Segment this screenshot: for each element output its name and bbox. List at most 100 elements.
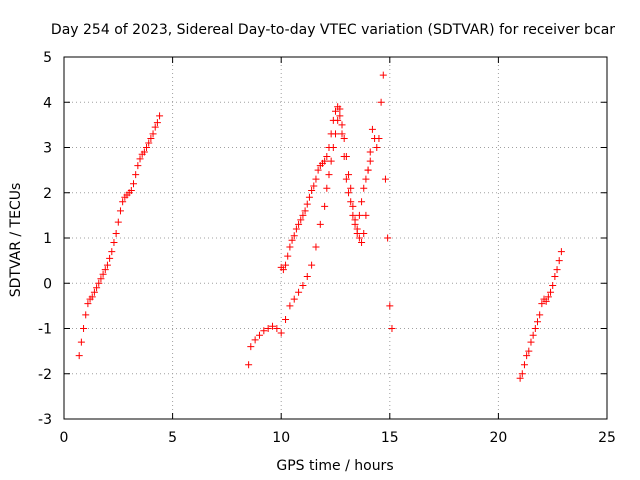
data-point bbox=[147, 134, 155, 142]
data-point bbox=[149, 130, 157, 138]
data-point bbox=[110, 239, 118, 247]
data-point bbox=[130, 180, 138, 188]
data-point bbox=[310, 182, 318, 190]
data-points bbox=[75, 71, 565, 382]
data-point bbox=[338, 121, 346, 129]
y-tick-label: 2 bbox=[43, 186, 52, 202]
data-point bbox=[368, 125, 376, 133]
data-point bbox=[379, 71, 387, 79]
series-2 bbox=[245, 71, 396, 369]
data-point bbox=[290, 232, 298, 240]
data-point bbox=[362, 175, 370, 183]
data-point bbox=[303, 200, 311, 208]
grid bbox=[64, 57, 607, 419]
data-point bbox=[103, 261, 111, 269]
data-point bbox=[325, 171, 333, 179]
data-point bbox=[340, 134, 348, 142]
data-point bbox=[282, 315, 290, 323]
data-point bbox=[75, 352, 83, 360]
y-tick-label: -1 bbox=[38, 322, 52, 338]
data-point bbox=[351, 216, 359, 224]
data-point bbox=[301, 207, 309, 215]
data-point bbox=[360, 184, 368, 192]
data-point bbox=[290, 295, 298, 303]
data-point bbox=[80, 325, 88, 332]
data-point bbox=[364, 166, 372, 174]
y-tick-label: 1 bbox=[43, 231, 52, 247]
y-axis-label: SDTVAR / TECUs bbox=[8, 183, 24, 298]
data-point bbox=[312, 175, 320, 183]
data-point bbox=[338, 130, 346, 138]
data-point bbox=[342, 175, 350, 183]
data-point bbox=[95, 279, 103, 287]
data-point bbox=[347, 198, 355, 206]
data-point bbox=[551, 272, 559, 280]
data-point bbox=[349, 211, 357, 219]
data-point bbox=[245, 361, 253, 369]
data-point bbox=[260, 327, 268, 335]
data-point bbox=[355, 234, 363, 242]
data-point bbox=[329, 116, 337, 124]
data-point bbox=[97, 275, 105, 283]
data-point bbox=[355, 211, 363, 219]
data-point bbox=[342, 153, 350, 161]
data-point bbox=[247, 343, 255, 351]
data-point bbox=[116, 207, 124, 215]
data-point bbox=[288, 236, 296, 244]
data-point bbox=[332, 107, 339, 115]
data-point bbox=[553, 266, 561, 274]
data-point bbox=[523, 352, 531, 360]
data-point bbox=[277, 329, 285, 337]
data-point bbox=[299, 282, 307, 290]
axes bbox=[63, 56, 608, 420]
data-point bbox=[132, 171, 140, 179]
data-point bbox=[336, 112, 344, 120]
data-point bbox=[82, 311, 90, 319]
data-point bbox=[151, 123, 159, 131]
data-point bbox=[136, 155, 144, 163]
data-point bbox=[286, 243, 294, 251]
data-point bbox=[538, 300, 546, 308]
data-point bbox=[295, 288, 303, 296]
data-point bbox=[106, 254, 114, 262]
data-point bbox=[112, 229, 120, 237]
data-point bbox=[360, 229, 368, 237]
data-point bbox=[358, 198, 366, 206]
data-point bbox=[93, 284, 101, 292]
y-tick-label: -3 bbox=[38, 412, 52, 428]
tick-labels: 0 5 10 15 20 25 -3 -2 -1 0 1 2 3 4 5 bbox=[38, 50, 616, 446]
data-point bbox=[516, 374, 524, 382]
data-point bbox=[358, 239, 366, 247]
data-point bbox=[134, 162, 142, 170]
data-point bbox=[549, 282, 557, 290]
data-point bbox=[366, 157, 374, 165]
data-point bbox=[321, 157, 329, 165]
data-point bbox=[99, 270, 107, 278]
data-point bbox=[345, 171, 353, 179]
x-tick-label: 15 bbox=[381, 430, 399, 446]
y-tick-label: 3 bbox=[43, 141, 52, 157]
data-point bbox=[334, 103, 342, 111]
x-tick-label: 10 bbox=[272, 430, 290, 446]
data-point bbox=[375, 134, 383, 142]
data-point bbox=[377, 98, 385, 106]
series-1 bbox=[75, 112, 164, 360]
data-point bbox=[279, 266, 287, 274]
data-point bbox=[140, 148, 148, 156]
data-point bbox=[518, 370, 526, 378]
data-point bbox=[366, 148, 374, 156]
data-point bbox=[520, 361, 528, 369]
data-point bbox=[303, 272, 311, 280]
data-point bbox=[314, 166, 322, 174]
series-4 bbox=[516, 248, 565, 382]
data-point bbox=[525, 347, 533, 355]
data-point bbox=[282, 261, 290, 269]
data-point bbox=[84, 300, 92, 308]
data-point bbox=[297, 216, 305, 224]
data-point bbox=[156, 112, 164, 120]
data-point bbox=[88, 293, 96, 301]
data-point bbox=[145, 139, 153, 147]
data-point bbox=[308, 261, 316, 269]
data-point bbox=[316, 220, 324, 228]
